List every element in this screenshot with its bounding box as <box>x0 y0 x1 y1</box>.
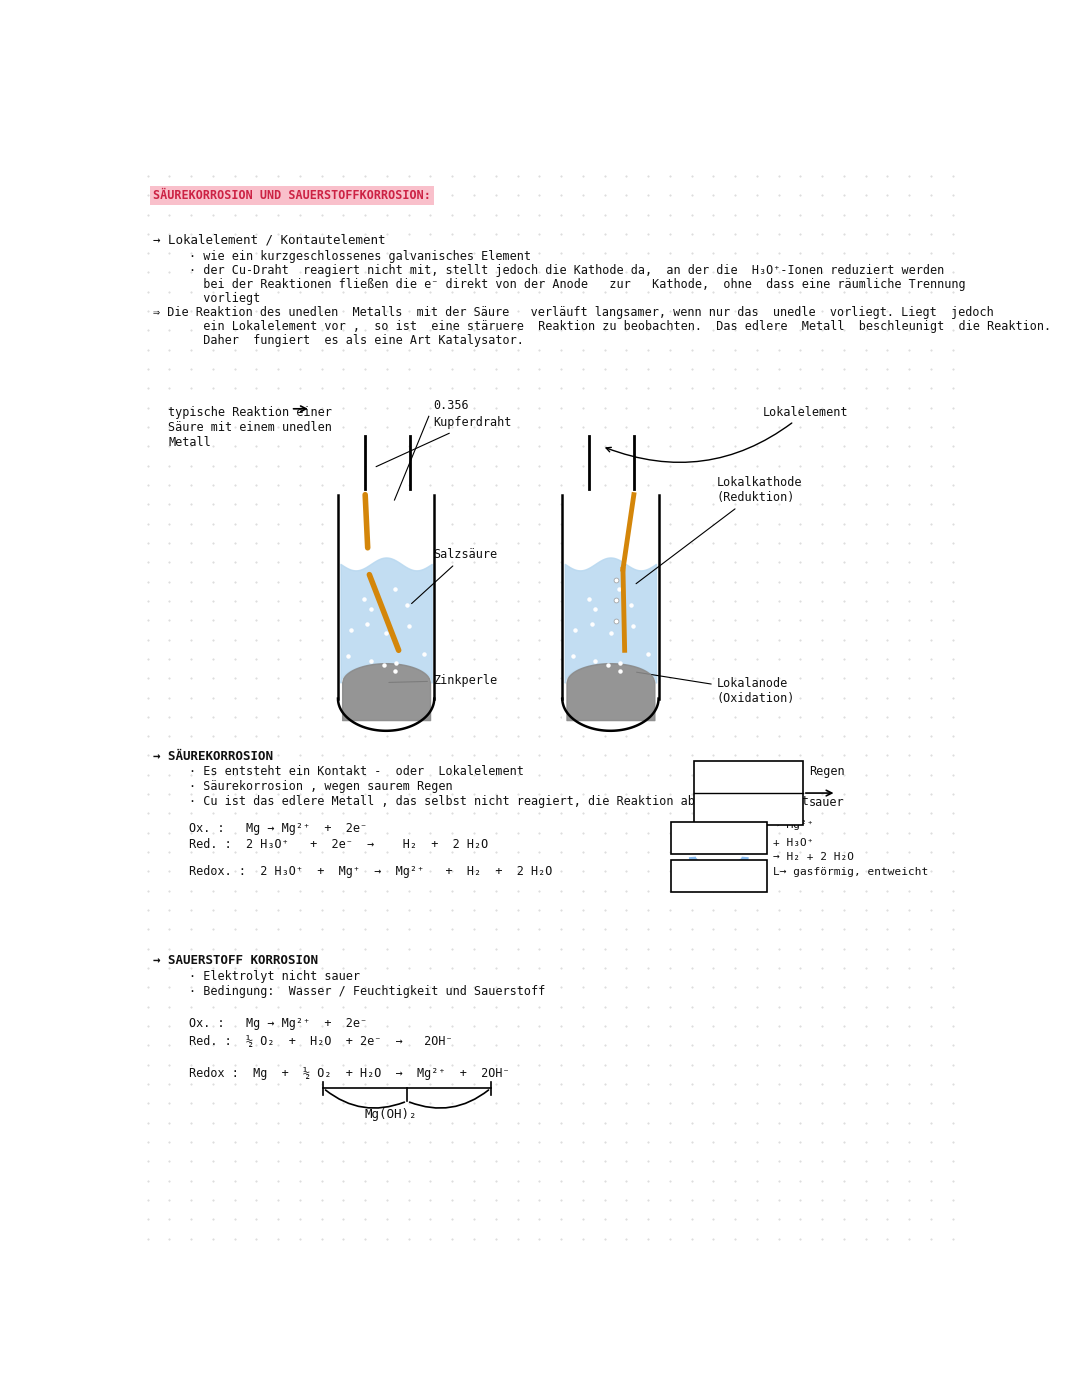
Text: → H₂ + 2 H₂O: → H₂ + 2 H₂O <box>773 852 854 861</box>
Text: → SAUERSTOFF KORROSION: → SAUERSTOFF KORROSION <box>153 953 319 967</box>
Text: 0.356: 0.356 <box>433 399 469 413</box>
Bar <box>671 822 767 855</box>
Text: · der Cu-Draht  reagiert nicht mit, stellt jedoch die Kathode da,  an der die  H: · der Cu-Draht reagiert nicht mit, stell… <box>189 263 945 277</box>
Text: Cu (Katode): Cu (Katode) <box>676 864 750 874</box>
Text: · Säurekorrosion , wegen saurem Regen: · Säurekorrosion , wegen saurem Regen <box>189 781 453 793</box>
Bar <box>671 860 767 892</box>
Text: Red. :  2 H₃O⁺   +  2e⁻  →    H₂  +  2 H₂O: Red. : 2 H₃O⁺ + 2e⁻ → H₂ + 2 H₂O <box>189 838 488 852</box>
Text: Salzsäure: Salzsäure <box>411 548 497 604</box>
Text: Red. :  ½ O₂  +  H₂O  + 2e⁻  →   2OH⁻: Red. : ½ O₂ + H₂O + 2e⁻ → 2OH⁻ <box>189 1034 453 1047</box>
Text: sauer: sauer <box>809 796 845 810</box>
Text: ⇒ Die Reaktion des unedlen  Metalls  mit der Säure   verläuft langsamer, wenn nu: ⇒ Die Reaktion des unedlen Metalls mit d… <box>153 305 995 319</box>
Text: Redox. :  2 H₃O⁺  +  Mg⁺  →  Mg²⁺   +  H₂  +  2 H₂O: Redox. : 2 H₃O⁺ + Mg⁺ → Mg²⁺ + H₂ + 2 H₂… <box>189 864 553 878</box>
Text: → Mg²⁺: → Mg²⁺ <box>773 820 813 829</box>
Text: Cu: Cu <box>702 796 717 810</box>
Text: Kupferdraht: Kupferdraht <box>376 417 511 467</box>
Text: · Elektrolyt nicht sauer: · Elektrolyt nicht sauer <box>189 970 361 983</box>
Text: Lokalelement: Lokalelement <box>606 406 848 463</box>
Bar <box>694 761 802 825</box>
Text: Mg(OH)₂: Mg(OH)₂ <box>364 1108 417 1121</box>
Text: · Es entsteht ein Kontakt -  oder  Lokalelement: · Es entsteht ein Kontakt - oder Lokalel… <box>189 765 524 778</box>
Text: Ox. :   Mg → Mg²⁺  +  2e⁻: Ox. : Mg → Mg²⁺ + 2e⁻ <box>189 822 367 835</box>
Text: ein Lokalelement vor ,  so ist  eine stäruere  Reaktion zu beobachten.  Das edle: ein Lokalelement vor , so ist eine stäru… <box>189 319 1052 333</box>
Text: + H₃O⁺: + H₃O⁺ <box>773 838 813 848</box>
Text: L→ gasförmig, entweicht: L→ gasförmig, entweicht <box>773 867 928 877</box>
Text: Ox. :   Mg → Mg²⁺  +  2e⁻: Ox. : Mg → Mg²⁺ + 2e⁻ <box>189 1018 367 1030</box>
Text: Lokalkathode
(Reduktion): Lokalkathode (Reduktion) <box>636 477 802 584</box>
Text: bei der Reaktionen fließen die e⁻ direkt von der Anode   zur   Kathode,  ohne  d: bei der Reaktionen fließen die e⁻ direkt… <box>189 277 966 291</box>
Text: vorliegt: vorliegt <box>189 291 260 305</box>
Text: Zinkperle: Zinkperle <box>389 673 497 687</box>
Text: → SÄUREKORROSION: → SÄUREKORROSION <box>153 750 273 763</box>
Text: Mg (Anode): Mg (Anode) <box>676 827 743 836</box>
FancyBboxPatch shape <box>338 495 434 725</box>
Text: Regen: Regen <box>809 765 845 778</box>
Text: → Lokalelement / Kontautelement: → Lokalelement / Kontautelement <box>153 234 386 247</box>
Text: Redox :  Mg  +  ½ O₂  + H₂O  →  Mg²⁺  +  2OH⁻: Redox : Mg + ½ O₂ + H₂O → Mg²⁺ + 2OH⁻ <box>189 1066 510 1080</box>
Text: · wie ein kurzgeschlossenes galvanisches Element: · wie ein kurzgeschlossenes galvanisches… <box>189 250 531 263</box>
Text: Mg: Mg <box>702 767 717 779</box>
Text: typische Reaktion einer
Säure mit einem unedlen
Metall: typische Reaktion einer Säure mit einem … <box>168 406 333 449</box>
Text: · Cu ist das edlere Metall , das selbst nicht reagiert, die Reaktion aber  besch: · Cu ist das edlere Metall , das selbst … <box>189 795 809 809</box>
Text: SÄUREKORROSION UND SAUERSTOFFKORROSION:: SÄUREKORROSION UND SAUERSTOFFKORROSION: <box>153 188 431 202</box>
Text: Lokalanode
(Oxidation): Lokalanode (Oxidation) <box>636 672 795 705</box>
Text: Daher  fungiert  es als eine Art Katalysator.: Daher fungiert es als eine Art Katalysat… <box>189 333 524 347</box>
Text: · Bedingung:  Wasser / Feuchtigkeit und Sauerstoff: · Bedingung: Wasser / Feuchtigkeit und S… <box>189 986 545 998</box>
FancyBboxPatch shape <box>563 495 659 725</box>
